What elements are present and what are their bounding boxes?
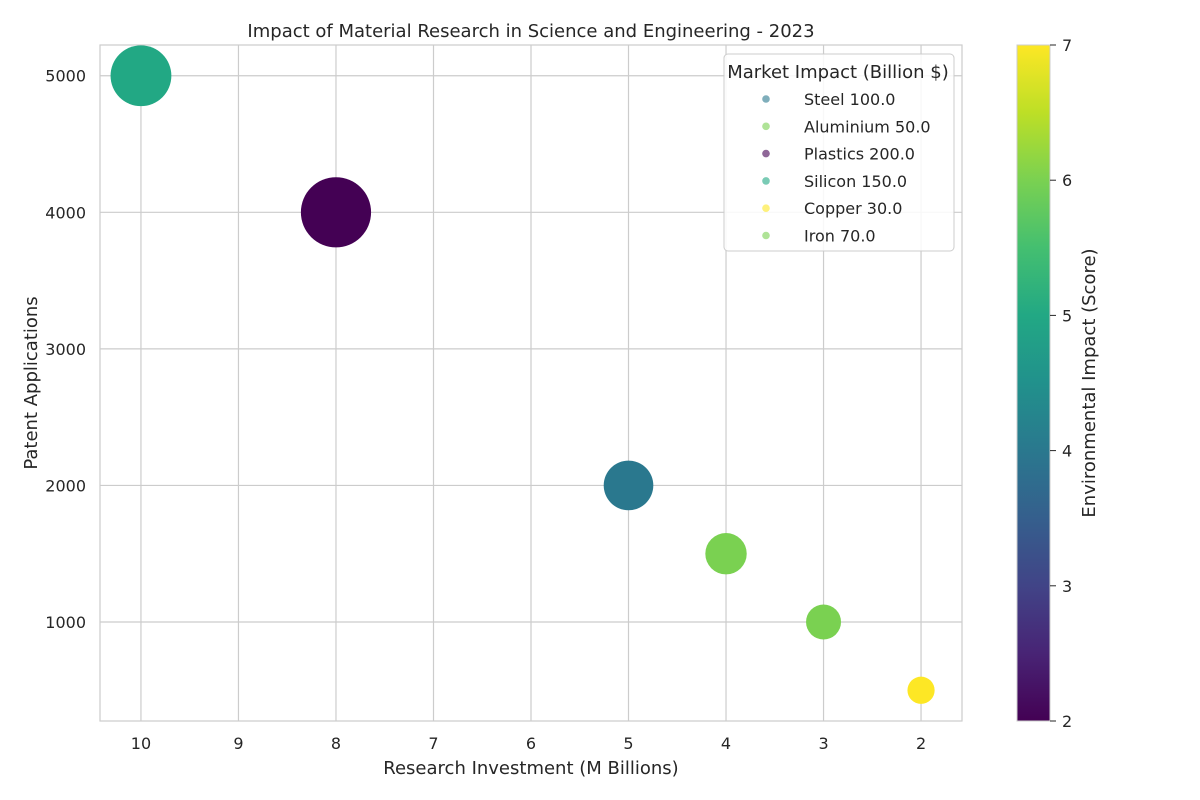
legend-box (723, 53, 955, 252)
points-layer (110, 45, 935, 704)
legend-marker (762, 231, 770, 240)
colorbar-tick-label: 7 (1062, 36, 1072, 55)
colorbar-gradient (1016, 44, 1051, 722)
colorbar-tick-label: 2 (1062, 712, 1072, 731)
legend-marker (762, 204, 770, 212)
y-tick-label: 3000 (45, 340, 86, 359)
y-tick-label: 4000 (45, 203, 86, 222)
data-point-plastics (300, 177, 372, 248)
x-tick-label: 7 (428, 734, 438, 753)
legend-marker (762, 95, 770, 103)
data-point-aluminium (806, 604, 842, 640)
x-tick-label: 2 (916, 734, 926, 753)
x-tick-label: 6 (526, 734, 536, 753)
y-tick-label: 2000 (45, 476, 86, 495)
colorbar-ticks: 2 3 4 5 6 7 (1050, 36, 1072, 731)
y-axis-label: Patent Applications (21, 296, 42, 469)
y-tick-label: 5000 (45, 67, 86, 86)
data-point-copper (907, 676, 935, 704)
x-tick-label: 8 (331, 734, 341, 753)
x-tick-label: 3 (818, 734, 828, 753)
legend-label: Iron 70.0 (804, 227, 876, 246)
colorbar-tick-label: 6 (1062, 171, 1072, 190)
x-axis-label: Research Investment (M Billions) (383, 758, 678, 779)
legend-marker (762, 149, 770, 158)
legend: Market Impact (Billion $) Steel 100.0 Alu… (723, 53, 955, 252)
y-tick-label: 1000 (45, 613, 86, 632)
colorbar-tick-label: 4 (1062, 442, 1072, 461)
legend-label: Silicon 150.0 (804, 172, 907, 191)
legend-label: Plastics 200.0 (804, 145, 915, 164)
legend-label: Steel 100.0 (804, 90, 895, 109)
colorbar-tick-label: 3 (1062, 577, 1072, 596)
legend-items: Steel 100.0 Aluminium 50.0 Plastics 200.0 S… (762, 90, 931, 246)
x-tick-label: 5 (623, 734, 633, 753)
data-point-steel (603, 460, 654, 511)
chart-title: Impact of Material Research in Science a… (247, 21, 814, 42)
x-tick-label: 10 (131, 734, 151, 753)
x-tick-label: 9 (233, 734, 243, 753)
x-tick-label: 4 (721, 734, 731, 753)
data-point-iron (705, 533, 747, 575)
plot-area-frame (99, 44, 963, 722)
ticks-layer: 10 9 8 7 6 5 4 3 2 1000 2000 3000 4000 5000 (45, 67, 926, 753)
legend-marker (762, 177, 770, 185)
colorbar-label: Environmental Impact (Score) (1079, 248, 1100, 517)
colorbar-tick-label: 5 (1062, 306, 1072, 325)
legend-marker (762, 122, 770, 131)
colorbar: 2 3 4 5 6 7 Environmental Impact (Score) (1016, 36, 1100, 731)
data-point-silicon (110, 45, 172, 107)
legend-label: Aluminium 50.0 (804, 117, 931, 136)
legend-title: Market Impact (Billion $) (727, 62, 949, 83)
legend-label: Copper 30.0 (804, 199, 902, 218)
